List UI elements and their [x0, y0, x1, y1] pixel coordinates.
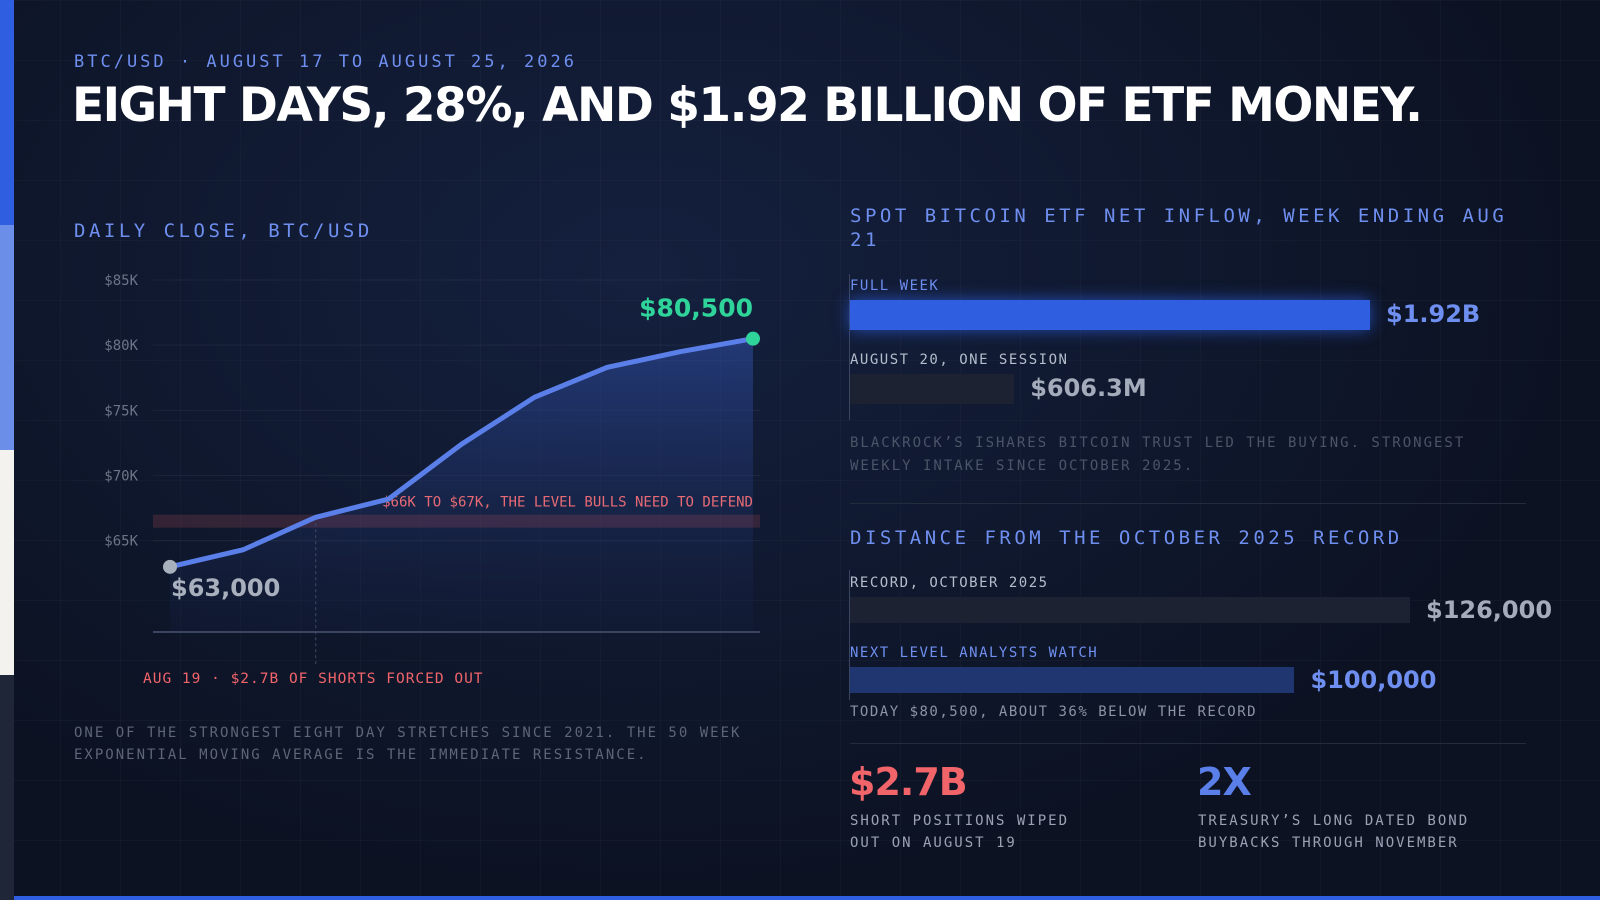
etf-panel-title: SPOT BITCOIN ETF NET INFLOW, WEEK ENDING… — [850, 205, 1508, 251]
etf-bar-label-one-session: AUGUST 20, ONE SESSION — [850, 352, 1069, 368]
record-panel-title: DISTANCE FROM THE OCTOBER 2025 RECORD — [850, 527, 1403, 549]
etf-note: BLACKROCK’S ISHARES BITCOIN TRUST LED TH… — [850, 435, 1466, 474]
y-tick-label: $85K — [104, 273, 138, 289]
divider-2 — [850, 743, 1526, 744]
record-bar-label: RECORD, OCTOBER 2025 — [850, 575, 1049, 591]
next-level-bar-label: NEXT LEVEL ANALYSTS WATCH — [850, 645, 1099, 661]
end-point — [746, 331, 760, 346]
chart-note: ONE OF THE STRONGEST EIGHT DAY STRETCHES… — [74, 725, 742, 763]
start-value-label: $63,000 — [171, 574, 280, 602]
series-line — [167, 336, 756, 570]
line-chart-title: DAILY CLOSE, BTC/USD — [74, 220, 373, 242]
event-label: AUG 19 · $2.7B OF SHORTS FORCED OUT — [143, 671, 484, 687]
end-value-label: $80,500 — [639, 294, 753, 323]
record-value: $126,000 — [1426, 596, 1553, 624]
stat-buybacks-label: TREASURY’S LONG DATED BOND BUYBACKS THRO… — [1198, 813, 1470, 851]
line-chart-svg: $65K $70K $75K $80K $85K $66K TO $67K, THE LE… — [104, 270, 760, 687]
accent-strip-blue — [0, 0, 14, 225]
defend-band — [153, 514, 760, 528]
y-tick-label: $80K — [104, 338, 138, 354]
y-tick-label: $70K — [104, 469, 138, 485]
y-tick-label: $65K — [104, 534, 138, 550]
etf-bar-label-full-week: FULL WEEK — [850, 278, 940, 294]
next-level-bar — [850, 667, 1295, 693]
stat-shorts-label: SHORT POSITIONS WIPED OUT ON AUGUST 19 — [850, 813, 1070, 851]
stat-shorts-value: $2.7B — [849, 760, 968, 804]
start-point — [163, 559, 177, 574]
accent-strip-light-blue — [0, 225, 14, 450]
etf-value-full-week: $1.92B — [1386, 300, 1481, 328]
record-axis-line — [849, 570, 850, 700]
headline: EIGHT DAYS, 28%, AND $1.92 BILLION OF ET… — [72, 78, 1423, 133]
record-bar — [850, 597, 1410, 623]
etf-axis-line — [849, 274, 850, 420]
bottom-rule — [14, 896, 1600, 900]
etf-bar-full-week — [850, 300, 1370, 330]
accent-strip-white — [0, 450, 14, 675]
intraday-high-note: INTRADAY HIGH ABOVE $81,000 — [490, 270, 753, 271]
area-fill — [170, 338, 753, 632]
next-level-value: $100,000 — [1310, 666, 1437, 694]
kicker: BTC/USD · AUGUST 17 TO AUGUST 25, 2026 — [74, 52, 577, 72]
y-tick-label: $75K — [104, 403, 138, 419]
record-note: TODAY $80,500, ABOUT 36% BELOW THE RECOR… — [850, 704, 1258, 720]
accent-strip-dark — [0, 675, 14, 900]
divider-1 — [850, 503, 1526, 504]
etf-bar-one-session — [850, 374, 1015, 404]
stat-buybacks-value: 2X — [1197, 760, 1252, 804]
line-chart: $65K $70K $75K $80K $85K $66K TO $67K, THE LE… — [60, 270, 800, 710]
defend-band-label: $66K TO $67K, THE LEVEL BULLS NEED TO DE… — [382, 495, 753, 511]
etf-value-one-session: $606.3M — [1030, 374, 1147, 402]
